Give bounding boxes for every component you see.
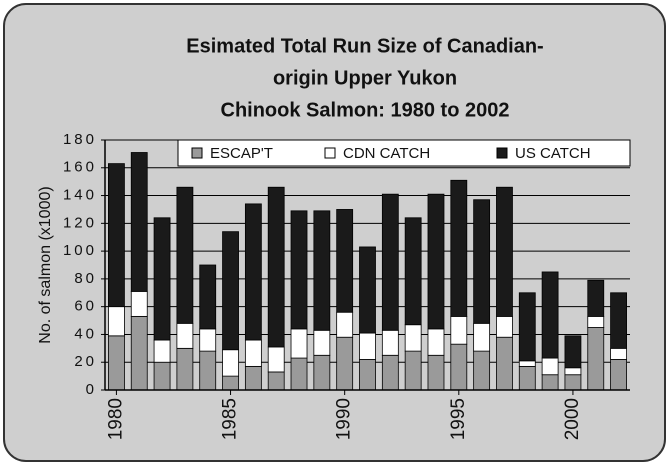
bar-segment <box>359 359 376 391</box>
bar-segment <box>336 311 354 338</box>
bar-segment <box>564 374 582 391</box>
legend-label: CDN CATCH <box>343 145 430 162</box>
bar-segment <box>199 328 217 352</box>
bar-segment <box>404 324 422 352</box>
bar-segment <box>267 346 285 373</box>
bar-segment <box>587 279 605 317</box>
bar-segment <box>153 361 171 391</box>
bar-segment <box>541 271 559 359</box>
legend-box <box>177 139 631 167</box>
bar-segment <box>130 290 148 317</box>
bar-segment <box>381 329 399 356</box>
bar-segment <box>359 332 376 360</box>
bar-segment <box>199 350 217 391</box>
x-tick-label: 1980 <box>105 398 126 440</box>
x-tick-label: 2000 <box>562 398 583 440</box>
bar-segment <box>473 322 491 352</box>
legend-swatch <box>191 147 203 159</box>
y-tick-label: 0 <box>86 381 97 398</box>
x-tick-label: 1990 <box>334 398 355 440</box>
bar-segment <box>222 349 239 377</box>
title-line: Esimated Total Run Size of Canadian- <box>186 35 543 57</box>
y-tick-label: 80 <box>74 270 97 287</box>
bar-segment <box>518 365 536 391</box>
bar-segment <box>267 186 285 348</box>
y-tick-label: 60 <box>74 298 97 315</box>
bar-segment <box>336 209 354 313</box>
bar-segment <box>199 264 217 330</box>
bar-segment <box>518 360 536 367</box>
y-tick-label: 20 <box>74 353 97 370</box>
bar-segment <box>176 347 194 391</box>
bar-segment <box>130 152 148 292</box>
bar-segment <box>541 357 559 376</box>
bar-segment <box>381 193 399 331</box>
bar-segment <box>359 246 376 334</box>
bar-segment <box>450 343 468 391</box>
bar-segment <box>427 328 445 356</box>
bar-segment <box>381 354 399 391</box>
y-tick-label: 180 <box>63 131 97 148</box>
bar-segment <box>610 359 627 391</box>
legend-label: US CATCH <box>515 145 591 162</box>
y-axis-label: No. of salmon (x1000) <box>37 186 54 343</box>
bar-segment <box>450 179 468 317</box>
bar-segment <box>313 329 331 356</box>
bar-segment <box>176 186 194 324</box>
bar-segment <box>108 163 125 308</box>
bar-segment <box>130 315 148 391</box>
bar-segment <box>610 292 627 349</box>
bar-segment <box>541 374 559 391</box>
bar-segment <box>427 193 445 330</box>
bar-segment <box>473 350 491 391</box>
bar-segment <box>496 315 513 338</box>
title-line: Chinook Salmon: 1980 to 2002 <box>221 99 510 121</box>
bar-segment <box>222 231 239 351</box>
bar-segment <box>473 199 491 324</box>
legend-swatch <box>324 147 336 159</box>
x-tick-label: 1995 <box>448 398 469 440</box>
bar-segment <box>496 336 513 391</box>
bar-segment <box>267 371 285 391</box>
bar-segment <box>313 210 331 331</box>
bar-segment <box>313 354 331 391</box>
bar-segment <box>564 367 582 376</box>
bar-segment <box>176 322 194 349</box>
bar-segment <box>336 336 354 391</box>
bar-segment <box>450 315 468 345</box>
bar-segment <box>404 217 422 326</box>
bar-segment <box>496 186 513 317</box>
y-tick-label: 120 <box>63 214 97 231</box>
legend-swatch <box>496 147 508 159</box>
y-tick-label: 40 <box>74 325 97 342</box>
bar-segment <box>244 339 262 367</box>
bar-segment <box>404 350 422 391</box>
bar-segment <box>587 327 605 391</box>
bar-segment <box>427 354 445 391</box>
y-tick-label: 160 <box>63 159 97 176</box>
bar-segment <box>290 210 308 330</box>
bar-segment <box>153 339 171 363</box>
bar-segment <box>244 365 262 391</box>
bar-segment <box>108 335 125 391</box>
bar-segment <box>587 315 605 328</box>
bar-segment <box>290 357 308 391</box>
bar-segment <box>108 306 125 337</box>
bar-segment <box>564 335 582 369</box>
bar-segment <box>610 347 627 360</box>
bar-segment <box>244 203 262 341</box>
bar-segment <box>290 328 308 359</box>
x-tick-label: 1985 <box>220 398 241 440</box>
bar-segment <box>518 292 536 362</box>
bar-segment <box>222 375 239 391</box>
legend-label: ESCAP'T <box>210 145 273 162</box>
title-line: origin Upper Yukon <box>273 67 457 89</box>
bar-segment <box>153 217 171 341</box>
y-tick-label: 140 <box>63 187 97 204</box>
y-tick-label: 100 <box>63 242 97 259</box>
